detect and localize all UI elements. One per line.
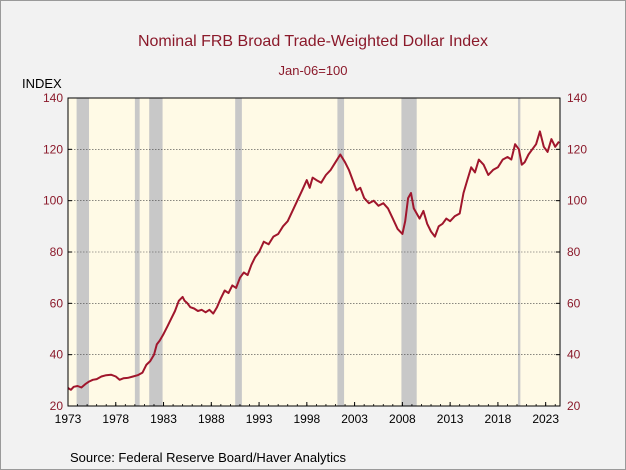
- x-tick-label: 1998: [293, 412, 320, 426]
- axis-labels: 20 20 40 40 60 60 80 80 100 100 120 120 140 140 1973 19…: [43, 91, 587, 426]
- y-tick-label-right: 100: [567, 194, 587, 208]
- y-tick-label-right: 140: [567, 91, 587, 105]
- y-tick-label-right: 20: [567, 399, 581, 413]
- y-tick-label-right: 60: [567, 296, 581, 310]
- chart-title: Nominal FRB Broad Trade-Weighted Dollar …: [137, 33, 489, 50]
- recession-band: [235, 98, 242, 406]
- x-tick-label: 2013: [437, 412, 464, 426]
- x-tick-label: 1973: [55, 412, 82, 426]
- y-tick-label-left: 60: [50, 296, 64, 310]
- y-tick-label-left: 80: [50, 245, 64, 259]
- recession-band: [337, 98, 345, 406]
- x-tick-label: 2023: [532, 412, 559, 426]
- x-tick-label: 1978: [102, 412, 129, 426]
- recession-band: [401, 98, 417, 406]
- dollar-index-line: [67, 130, 560, 391]
- recession-bands: [76, 98, 521, 406]
- x-tick-label: 2018: [485, 412, 512, 426]
- y-tick-label-left: 120: [43, 142, 63, 156]
- recession-band: [76, 98, 90, 406]
- y-tick-label-left: 40: [50, 348, 64, 362]
- x-tick-label: 2008: [389, 412, 416, 426]
- chart-subtitle: Jan-06=100: [278, 63, 348, 78]
- y-tick-label-right: 120: [567, 142, 587, 156]
- x-tick-label: 1988: [198, 412, 225, 426]
- gridlines: [68, 149, 560, 355]
- y-axis-unit-label: INDEX: [22, 76, 62, 91]
- x-tick-label: 2003: [341, 412, 368, 426]
- y-tick-label-right: 80: [567, 245, 581, 259]
- y-tick-label-left: 100: [43, 194, 63, 208]
- x-tick-label: 1993: [246, 412, 273, 426]
- source-note: Source: Federal Reserve Board/Haver Anal…: [70, 450, 347, 465]
- x-tick-label: 1983: [150, 412, 177, 426]
- y-tick-label-left: 140: [43, 91, 63, 105]
- y-tick-label-right: 40: [567, 348, 581, 362]
- series-layer: [67, 130, 560, 391]
- y-tick-label-left: 20: [50, 399, 64, 413]
